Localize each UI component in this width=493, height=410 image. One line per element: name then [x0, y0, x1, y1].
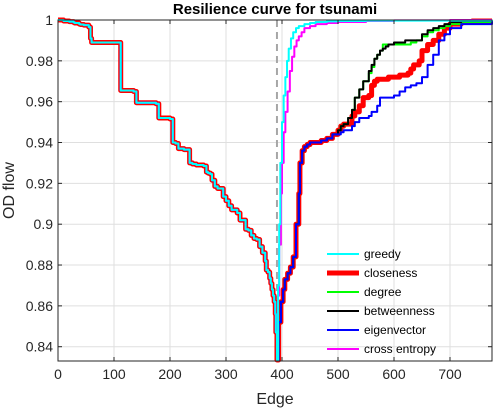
legend-label-cross-entropy: cross entropy [364, 342, 436, 356]
x-tick-label: 300 [214, 366, 238, 382]
legend-label-degree: degree [364, 285, 402, 299]
x-axis-label: Edge [256, 391, 293, 408]
y-tick-label: 0.92 [26, 175, 53, 191]
legend-label-greedy: greedy [364, 247, 401, 261]
legend-label-closeness: closeness [364, 266, 417, 280]
legend-label-betweenness: betweenness [364, 304, 435, 318]
series-lines [58, 17, 493, 363]
y-axis-label: OD flow [1, 162, 18, 219]
y-tick-label: 0.84 [26, 339, 53, 355]
series-line-greedy [58, 19, 493, 361]
x-axis-ticks: 0 100 200 300 400 500 600 700 [54, 20, 462, 382]
y-tick-label: 0.96 [26, 94, 53, 110]
x-tick-label: 0 [54, 366, 62, 382]
y-tick-label: 0.86 [26, 298, 53, 314]
legend: greedy closeness degree betweenness eigenvec… [327, 247, 436, 356]
x-tick-label: 200 [158, 366, 182, 382]
x-tick-label: 400 [270, 366, 294, 382]
y-tick-label: 0.9 [34, 216, 54, 232]
y-tick-label: 0.88 [26, 257, 53, 273]
plot-frame [57, 19, 493, 362]
y-axis-ticks: 0.84 0.86 0.88 0.9 0.92 0.94 0.96 0.98 1 [26, 12, 492, 355]
legend-label-eigenvector: eigenvector [364, 323, 426, 337]
x-tick-label: 700 [438, 366, 462, 382]
x-tick-label: 500 [326, 366, 350, 382]
y-tick-label: 0.94 [26, 135, 53, 151]
x-tick-label: 100 [102, 366, 126, 382]
y-tick-label: 0.98 [26, 53, 53, 69]
y-tick-label: 1 [45, 12, 53, 28]
chart-title: Resilience curve for tsunami [173, 1, 377, 18]
x-tick-label: 600 [382, 366, 406, 382]
